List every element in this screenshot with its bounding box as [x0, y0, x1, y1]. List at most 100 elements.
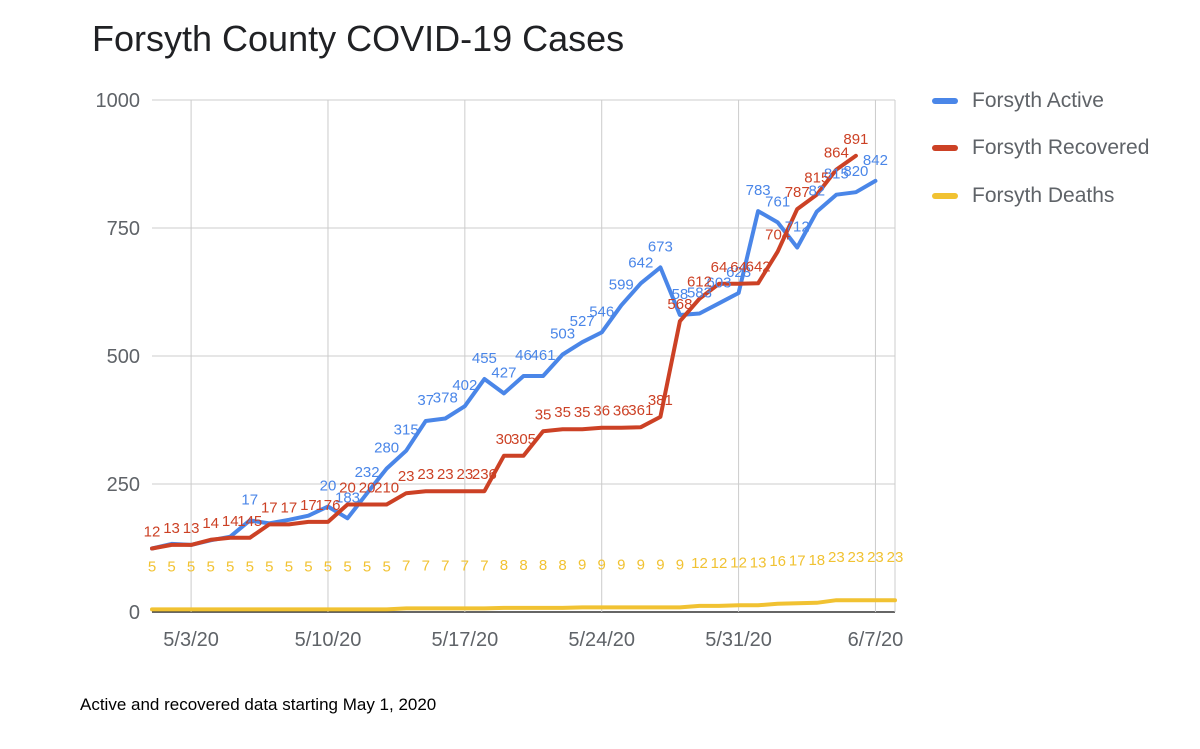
- data-label: 787: [785, 184, 810, 201]
- data-label: 5: [265, 558, 273, 575]
- data-label: 455: [472, 350, 497, 367]
- data-label: 23: [848, 549, 865, 566]
- data-label: 5: [206, 558, 214, 575]
- data-label: 12: [144, 524, 161, 541]
- data-label: 712: [785, 218, 810, 235]
- data-label: 176: [315, 497, 340, 514]
- data-label: 5: [363, 558, 371, 575]
- data-label: 23: [437, 466, 454, 483]
- data-label: 461: [531, 347, 556, 364]
- x-tick-label: 5/31/20: [705, 629, 772, 651]
- data-label: 5: [226, 558, 234, 575]
- data-label: 35: [574, 404, 591, 421]
- data-label: 5: [324, 558, 332, 575]
- data-label: 623: [726, 264, 751, 281]
- data-label: 16: [769, 553, 786, 570]
- x-tick-label: 5/3/20: [163, 629, 219, 651]
- data-label: 7: [402, 557, 410, 574]
- y-axis-ticks: 0 250 500 750 1000: [96, 90, 141, 624]
- legend-item-active: Forsyth Active: [932, 86, 1104, 116]
- data-label: 210: [374, 479, 399, 496]
- data-label: 842: [863, 152, 888, 169]
- data-label: 5: [187, 558, 195, 575]
- data-label: 13: [183, 520, 200, 537]
- data-labels: 1720183232280315373784024554274646150352…: [144, 131, 904, 576]
- data-label: 35: [554, 404, 571, 421]
- series-line-forsyth-recovered: [150, 153, 858, 551]
- data-label: 402: [452, 377, 477, 394]
- data-label: 5: [246, 558, 254, 575]
- data-label: 315: [394, 422, 419, 439]
- data-label: 280: [374, 440, 399, 457]
- data-label: 5: [304, 558, 312, 575]
- data-label: 23: [417, 466, 434, 483]
- data-label: 361: [628, 402, 653, 419]
- data-label: 30: [496, 431, 513, 448]
- data-label: 20: [359, 479, 376, 496]
- data-label: 891: [843, 131, 868, 148]
- y-tick-label: 750: [107, 218, 140, 240]
- legend-item-recovered: Forsyth Recovered: [932, 133, 1149, 163]
- data-label: 12: [730, 554, 747, 571]
- data-label: 232: [355, 464, 380, 481]
- data-label: 864: [824, 145, 849, 162]
- data-label: 7: [480, 557, 488, 574]
- x-tick-label: 5/10/20: [295, 629, 362, 651]
- legend-swatch-deaths: [932, 193, 958, 199]
- series-line-forsyth-deaths: [150, 598, 897, 612]
- data-label: 17: [281, 499, 298, 516]
- data-label: 82: [808, 183, 825, 200]
- data-label: 5: [343, 558, 351, 575]
- data-label: 9: [637, 556, 645, 573]
- data-label: 37: [417, 392, 434, 409]
- data-label: 17: [789, 552, 806, 569]
- data-label: 305: [511, 431, 536, 448]
- data-label: 704: [765, 227, 790, 244]
- data-label: 20: [339, 479, 356, 496]
- data-label: 7: [422, 557, 430, 574]
- y-tick-label: 1000: [96, 90, 141, 112]
- data-label: 35: [535, 406, 552, 423]
- data-label: 23: [867, 549, 884, 566]
- legend-item-deaths: Forsyth Deaths: [932, 181, 1114, 211]
- data-label: 8: [539, 557, 547, 574]
- data-label: 145: [237, 513, 262, 530]
- legend-label-deaths: Forsyth Deaths: [972, 184, 1115, 207]
- data-label: 815: [824, 166, 849, 183]
- data-label: 642: [746, 258, 771, 275]
- data-label: 12: [711, 555, 728, 572]
- data-label: 5: [148, 558, 156, 575]
- data-label: 503: [550, 325, 575, 342]
- chart-caption: Active and recovered data starting May 1…: [80, 695, 437, 714]
- data-label: 783: [746, 182, 771, 199]
- chart-title: Forsyth County COVID-19 Cases: [92, 18, 625, 59]
- data-label: 5: [285, 558, 293, 575]
- legend-label-recovered: Forsyth Recovered: [972, 136, 1150, 159]
- data-label: 64: [711, 259, 728, 276]
- data-label: 9: [578, 556, 586, 573]
- data-label: 9: [617, 556, 625, 573]
- legend-label-active: Forsyth Active: [972, 89, 1104, 112]
- data-label: 820: [843, 163, 868, 180]
- data-label: 5: [382, 558, 390, 575]
- data-label: 5: [167, 558, 175, 575]
- x-tick-label: 5/17/20: [431, 629, 498, 651]
- data-label: 8: [500, 557, 508, 574]
- data-label: 58: [672, 286, 689, 303]
- x-tick-label: 5/24/20: [568, 629, 635, 651]
- data-label: 527: [570, 313, 595, 330]
- data-label: 18: [808, 552, 825, 569]
- data-label: 236: [472, 466, 497, 483]
- data-label: 23: [828, 549, 845, 566]
- data-label: 673: [648, 238, 673, 255]
- y-tick-label: 250: [107, 474, 140, 496]
- data-label: 761: [765, 193, 790, 210]
- data-label: 9: [598, 556, 606, 573]
- series-lines: [150, 153, 897, 612]
- data-label: 381: [648, 392, 673, 409]
- data-label: 7: [461, 557, 469, 574]
- y-tick-label: 500: [107, 346, 140, 368]
- data-label: 642: [628, 254, 653, 271]
- chart-plot: 0 250 500 750 1000 5/3/20 5/10/20 5/17/20 5/24/…: [96, 90, 904, 651]
- data-label: 17: [261, 499, 278, 516]
